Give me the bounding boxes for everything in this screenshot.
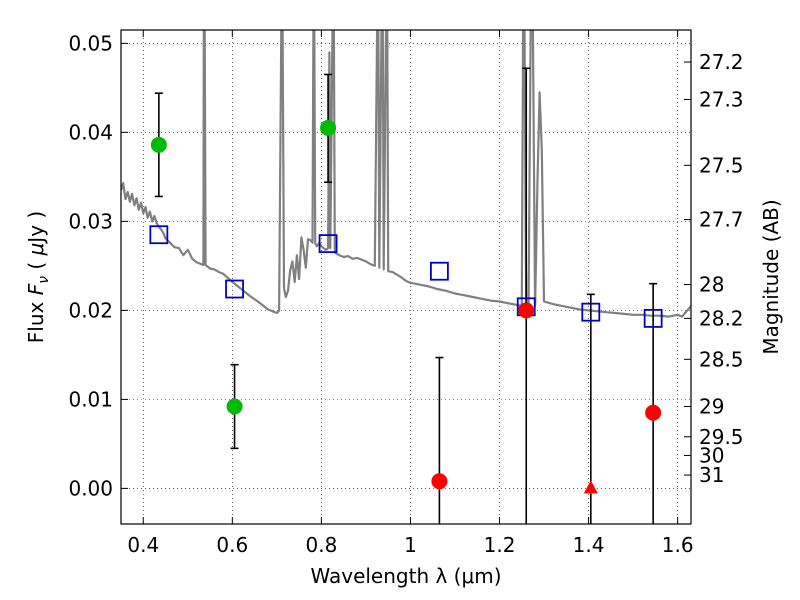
nondetection-point (518, 302, 535, 319)
x-tick-label: 1 (404, 533, 417, 557)
mag-tick-label: 27.3 (699, 87, 744, 111)
mag-tick-label: 28.2 (699, 306, 744, 330)
y-tick-label: 0.02 (68, 298, 113, 322)
model-flux-square (225, 279, 244, 299)
model-flux-square (318, 234, 338, 254)
x-tick-label: 1.6 (662, 533, 694, 557)
mag-tick-label: 29.5 (699, 425, 744, 449)
mag-tick-label: 31 (699, 463, 724, 487)
detection-point (150, 136, 167, 153)
mag-tick-label: 27.7 (699, 208, 744, 232)
x-tick-label: 1.2 (484, 533, 516, 557)
x-tick-label: 0.6 (216, 533, 248, 557)
right-axis-label: Magnitude (AB) (759, 199, 783, 354)
model-flux-square (581, 302, 601, 322)
y-tick-label: 0.05 (68, 31, 113, 55)
y-tick-label: 0.03 (68, 209, 113, 233)
model-flux-square (643, 308, 663, 328)
mag-tick-label: 27.5 (699, 153, 744, 177)
grid (121, 30, 691, 524)
mag-tick-label: 27.2 (699, 50, 744, 74)
y-axis-label: Flux Fν ( μJy ) (24, 211, 52, 343)
plot-series (121, 30, 691, 524)
nondetection-point (431, 473, 448, 490)
model-spectrum-line (121, 30, 691, 318)
plot-frame (120, 29, 692, 525)
nondetection-triangle (583, 480, 598, 494)
mag-tick-label: 30 (699, 443, 724, 467)
y-tick-label: 0.00 (68, 476, 113, 500)
nondetection-point (645, 404, 662, 421)
x-tick-label: 1.4 (573, 533, 605, 557)
x-axis-label: Wavelength λ (μm) (310, 564, 501, 588)
x-tick-label: 0.4 (127, 533, 159, 557)
mag-tick-label: 28.5 (699, 347, 744, 371)
y-tick-label: 0.01 (68, 387, 113, 411)
detection-point (320, 119, 337, 136)
mag-tick-label: 28 (699, 273, 724, 297)
mag-tick-label: 29 (699, 395, 724, 419)
model-flux-square (149, 225, 169, 245)
axis-ticks: 0.4 0.6 0.8 1 1.2 1.4 1.6 0.00 0.01 0.02 0.03 0.04 0… (68, 30, 744, 557)
model-flux-square (429, 261, 449, 281)
x-tick-label: 0.8 (305, 533, 337, 557)
y-tick-label: 0.04 (68, 120, 113, 144)
detection-point (226, 398, 243, 415)
